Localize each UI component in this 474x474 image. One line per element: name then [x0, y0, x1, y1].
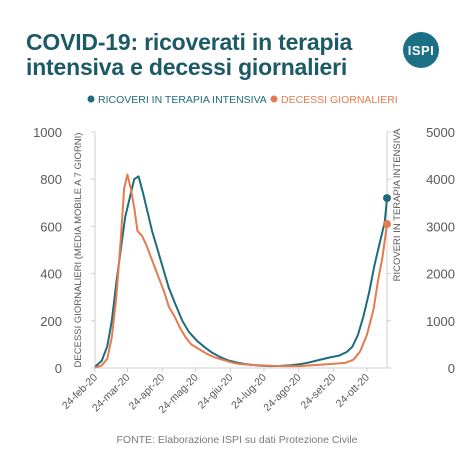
chart-title-line-1: COVID-19: ricoverati in terapia — [26, 29, 353, 55]
left-tick-label: 400 — [40, 267, 62, 282]
legend-label-deaths: DECESSI GIORNALIERI — [281, 94, 398, 106]
series-line-icu-end-point — [383, 194, 391, 203]
right-tick-label: 5000 — [426, 125, 455, 140]
right-tick-label: 4000 — [426, 172, 455, 187]
right-tick-label: 2000 — [426, 267, 455, 282]
series-line-deaths-end-point — [383, 220, 391, 229]
left-tick-label: 200 — [40, 314, 62, 329]
legend-marker-icu — [87, 95, 95, 103]
x-tick-label: 24-giu-20 — [196, 372, 236, 412]
left-tick-label: 600 — [40, 219, 62, 234]
x-tick-label: 24-ago-20 — [261, 372, 303, 414]
chart-title-line-2: intensiva e decessi giornalieri — [26, 54, 348, 80]
right-tick-label: 3000 — [426, 219, 455, 234]
source-note: FONTE: Elaborazione ISPI su dati Protezi… — [116, 434, 358, 446]
series-line-deaths — [94, 173, 388, 369]
ispi-logo: ISPI — [403, 32, 439, 68]
left-tick-label: 0 — [55, 361, 62, 376]
left-axis-title: DECESSI GIORNALIERI (MEDIA MOBILE A 7 GI… — [73, 133, 84, 368]
left-tick-label: 800 — [40, 172, 62, 187]
legend-marker-deaths — [270, 95, 278, 103]
series-line-icu — [94, 175, 388, 368]
legend-label-icu: RICOVERI IN TERAPIA INTENSIVA — [98, 94, 267, 106]
right-axis-title: RICOVERI IN TERAPIA INTENSIVA — [392, 128, 403, 281]
x-tick-label: 24-ott-20 — [334, 372, 372, 410]
chart-title: COVID-19: ricoverati in terapia intensiv… — [26, 30, 352, 80]
right-tick-label: 1000 — [426, 314, 455, 329]
left-tick-label: 1000 — [33, 125, 62, 140]
x-tick-label: 24-set-20 — [299, 372, 339, 412]
right-tick-label: 0 — [448, 361, 455, 376]
